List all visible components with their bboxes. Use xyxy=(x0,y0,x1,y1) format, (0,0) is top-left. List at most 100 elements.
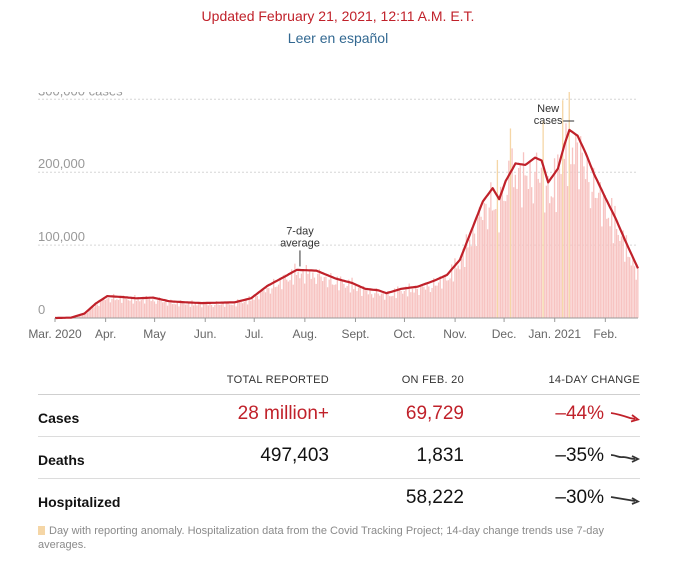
case-bar xyxy=(380,293,383,318)
case-bar xyxy=(228,304,231,318)
case-bar xyxy=(127,300,129,318)
case-bar xyxy=(382,292,384,318)
x-tick-label: Sept. xyxy=(341,327,369,341)
case-bar xyxy=(212,307,214,318)
case-bar xyxy=(214,305,216,318)
case-bar xyxy=(385,293,387,318)
x-tick-label: Apr. xyxy=(95,327,116,341)
x-tick-label: Feb. xyxy=(593,327,617,341)
case-bar xyxy=(183,302,185,318)
case-bar xyxy=(117,299,120,318)
case-bar xyxy=(537,178,539,318)
case-bar xyxy=(98,306,100,318)
case-bar xyxy=(83,314,85,318)
row-label: Hospitalized xyxy=(38,494,121,510)
case-bar xyxy=(145,295,147,318)
case-bar xyxy=(604,195,606,318)
cases-total: 28 million+ xyxy=(237,403,329,424)
case-bar xyxy=(527,188,530,318)
case-bar xyxy=(243,301,245,318)
average-annotation-label: 7-day xyxy=(286,225,314,237)
case-bar xyxy=(197,304,200,318)
trend-down-icon xyxy=(610,454,640,463)
case-bar xyxy=(325,276,327,318)
case-bar xyxy=(547,176,549,318)
anomaly-bar xyxy=(496,159,499,318)
case-bar xyxy=(282,275,285,318)
spanish-link[interactable]: Leer en español xyxy=(287,30,389,46)
case-bar xyxy=(206,303,208,318)
case-bar xyxy=(416,288,419,318)
case-bar xyxy=(235,306,237,318)
case-bar xyxy=(287,281,290,318)
case-bar xyxy=(418,295,420,318)
case-bar xyxy=(454,258,456,318)
case-bar xyxy=(614,205,616,318)
case-bar xyxy=(413,292,415,318)
table-row-deaths: Deaths 497,403 1,831 –35% xyxy=(38,437,640,479)
case-bar xyxy=(455,268,458,318)
case-bar xyxy=(488,207,490,318)
case-bar xyxy=(406,296,409,318)
case-bar xyxy=(576,142,579,318)
case-bar xyxy=(96,304,98,318)
case-bar xyxy=(305,265,307,318)
case-bar xyxy=(408,283,410,318)
case-bar xyxy=(601,226,603,318)
case-bar xyxy=(521,207,523,318)
case-bar xyxy=(480,216,482,318)
case-bar xyxy=(299,278,301,318)
case-bar xyxy=(277,284,280,318)
case-bar xyxy=(460,259,463,318)
case-bar xyxy=(130,297,133,318)
case-bar xyxy=(104,300,107,318)
case-bar xyxy=(449,278,451,318)
case-bar xyxy=(349,292,352,318)
case-bar xyxy=(336,276,339,318)
case-bar xyxy=(170,299,172,318)
case-bar xyxy=(539,182,541,318)
case-bar xyxy=(581,152,583,318)
footnote-text: Day with reporting anomaly. Hospitalizat… xyxy=(38,525,604,551)
case-bar xyxy=(259,290,262,318)
case-bar xyxy=(361,295,363,318)
x-tick-label: May xyxy=(143,327,166,341)
case-bar xyxy=(163,302,165,318)
case-bar xyxy=(256,295,258,318)
case-bar xyxy=(356,291,358,318)
case-bar xyxy=(429,292,432,318)
case-bar xyxy=(423,286,425,318)
case-bar xyxy=(338,290,340,318)
case-bar xyxy=(258,299,260,318)
table-row-cases: Cases 28 million+ 69,729 –44% xyxy=(38,395,640,437)
case-bar xyxy=(93,307,95,318)
case-bar xyxy=(457,265,459,318)
x-tick-label: Oct. xyxy=(393,327,415,341)
case-bar xyxy=(415,287,417,318)
case-bar xyxy=(323,277,325,318)
case-bar xyxy=(594,197,597,318)
case-bar xyxy=(403,291,405,318)
case-bar xyxy=(540,167,543,318)
case-bar xyxy=(240,301,242,318)
anomaly-bar xyxy=(568,92,570,319)
case-bar xyxy=(593,167,595,318)
case-bar xyxy=(106,298,108,318)
x-tick-label: Jun. xyxy=(194,327,217,341)
case-bar xyxy=(330,273,332,318)
case-bar xyxy=(529,160,531,318)
case-bar xyxy=(459,269,461,318)
case-bar xyxy=(308,271,311,318)
case-bar xyxy=(393,288,396,318)
case-bar xyxy=(250,300,252,318)
case-bar xyxy=(570,164,572,318)
case-bar xyxy=(566,186,569,318)
case-bar xyxy=(550,196,552,318)
case-bar xyxy=(320,276,322,318)
case-bar xyxy=(209,303,211,318)
header-14-day-change: 14-DAY CHANGE xyxy=(548,374,640,386)
case-bar xyxy=(132,303,134,318)
trend-down-slight-icon xyxy=(610,496,640,505)
case-bar xyxy=(531,187,533,318)
case-bar xyxy=(478,207,481,318)
